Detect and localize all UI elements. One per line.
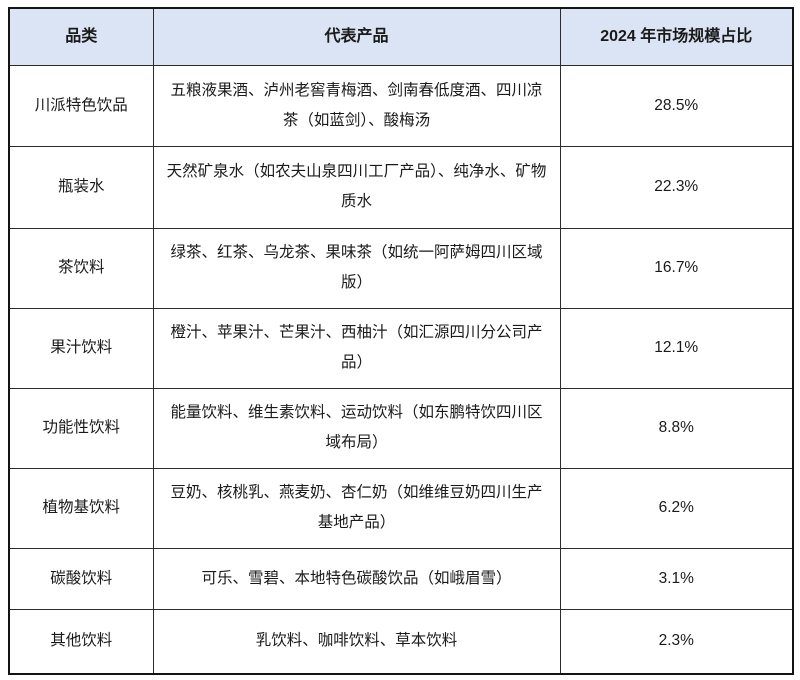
cell-products: 绿茶、红茶、乌龙茶、果味茶（如统一阿萨姆四川区域版） — [152, 227, 561, 309]
market-share-table-container: 品类 代表产品 2024 年市场规模占比 川派特色饮品 五粮液果酒、泸州老窖青梅… — [8, 7, 794, 675]
header-category: 品类 — [8, 7, 154, 66]
cell-share: 16.7% — [559, 227, 794, 309]
cell-category: 植物基饮料 — [8, 467, 154, 549]
cell-products: 橙汁、苹果汁、芒果汁、西柚汁（如汇源四川分公司产品） — [152, 307, 561, 389]
cell-category: 功能性饮料 — [8, 387, 154, 469]
cell-category: 果汁饮料 — [8, 307, 154, 389]
table-row: 瓶装水 天然矿泉水（如农夫山泉四川工厂产品）、纯净水、矿物质水 22.3% — [8, 145, 794, 229]
cell-products: 能量饮料、维生素饮料、运动饮料（如东鹏特饮四川区域布局） — [152, 387, 561, 469]
table-header-row: 品类 代表产品 2024 年市场规模占比 — [8, 7, 794, 66]
header-share: 2024 年市场规模占比 — [559, 7, 794, 66]
cell-category: 川派特色饮品 — [8, 64, 154, 147]
cell-products: 五粮液果酒、泸州老窖青梅酒、剑南春低度酒、四川凉茶（如蓝剑）、酸梅汤 — [152, 64, 561, 147]
table-row: 果汁饮料 橙汁、苹果汁、芒果汁、西柚汁（如汇源四川分公司产品） 12.1% — [8, 307, 794, 389]
table-row: 其他饮料 乳饮料、咖啡饮料、草本饮料 2.3% — [8, 608, 794, 675]
cell-share: 28.5% — [559, 64, 794, 147]
cell-share: 3.1% — [559, 547, 794, 610]
cell-products: 乳饮料、咖啡饮料、草本饮料 — [152, 608, 561, 675]
table-row: 碳酸饮料 可乐、雪碧、本地特色碳酸饮品（如峨眉雪） 3.1% — [8, 547, 794, 610]
table-row: 植物基饮料 豆奶、核桃乳、燕麦奶、杏仁奶（如维维豆奶四川生产基地产品） 6.2% — [8, 467, 794, 549]
cell-products: 可乐、雪碧、本地特色碳酸饮品（如峨眉雪） — [152, 547, 561, 610]
cell-category: 茶饮料 — [8, 227, 154, 309]
table-row: 功能性饮料 能量饮料、维生素饮料、运动饮料（如东鹏特饮四川区域布局） 8.8% — [8, 387, 794, 469]
cell-share: 6.2% — [559, 467, 794, 549]
cell-category: 其他饮料 — [8, 608, 154, 675]
market-share-table: 品类 代表产品 2024 年市场规模占比 川派特色饮品 五粮液果酒、泸州老窖青梅… — [8, 7, 794, 675]
header-products: 代表产品 — [152, 7, 561, 66]
table-row: 茶饮料 绿茶、红茶、乌龙茶、果味茶（如统一阿萨姆四川区域版） 16.7% — [8, 227, 794, 309]
cell-category: 碳酸饮料 — [8, 547, 154, 610]
cell-share: 12.1% — [559, 307, 794, 389]
cell-share: 2.3% — [559, 608, 794, 675]
cell-products: 天然矿泉水（如农夫山泉四川工厂产品）、纯净水、矿物质水 — [152, 145, 561, 229]
cell-products: 豆奶、核桃乳、燕麦奶、杏仁奶（如维维豆奶四川生产基地产品） — [152, 467, 561, 549]
cell-share: 8.8% — [559, 387, 794, 469]
cell-share: 22.3% — [559, 145, 794, 229]
table-row: 川派特色饮品 五粮液果酒、泸州老窖青梅酒、剑南春低度酒、四川凉茶（如蓝剑）、酸梅… — [8, 64, 794, 147]
cell-category: 瓶装水 — [8, 145, 154, 229]
